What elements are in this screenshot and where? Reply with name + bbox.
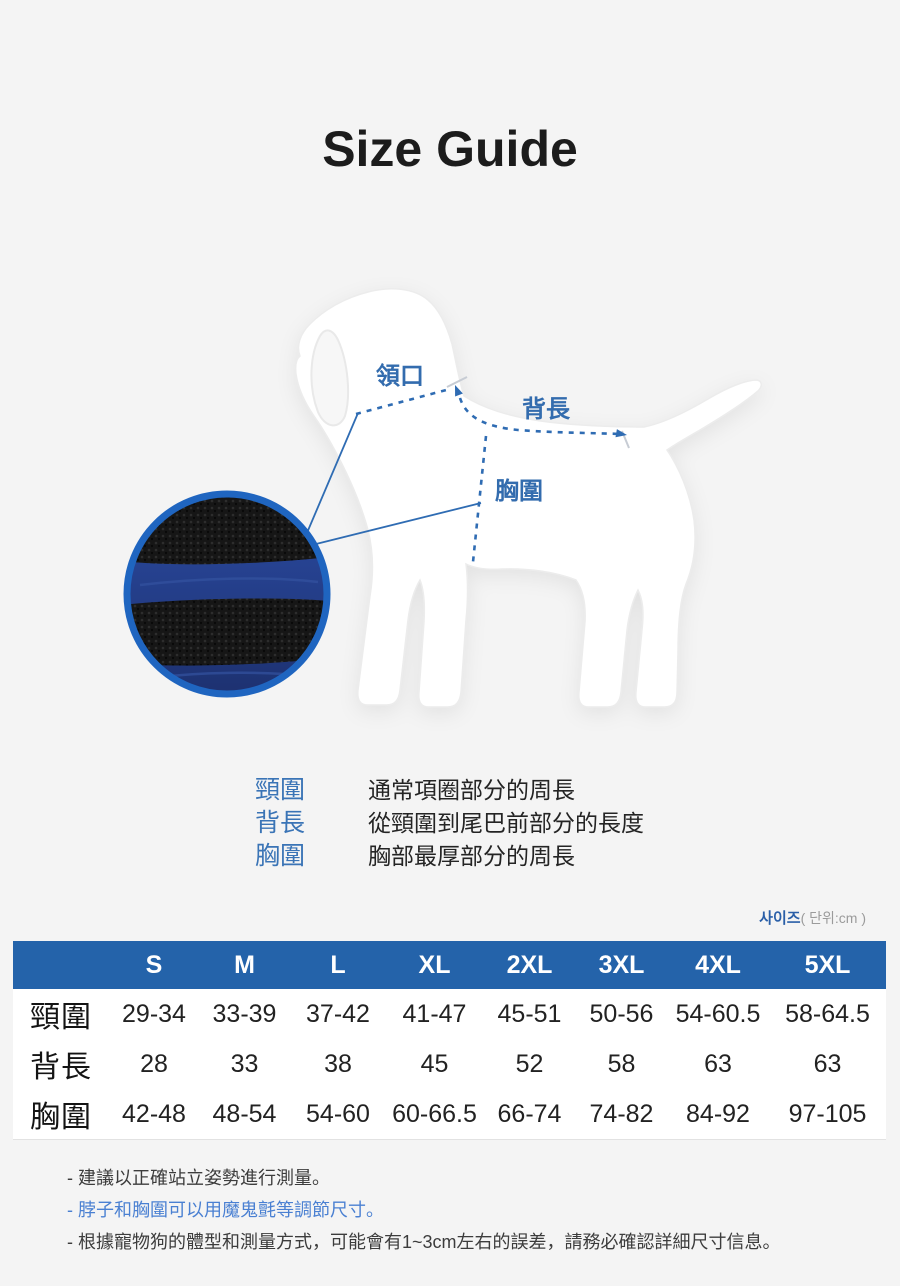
table-cell: 74-82 xyxy=(589,1099,654,1128)
label-chest-girth: 胸圍 xyxy=(495,478,543,505)
table-cell: 48-54 xyxy=(212,1099,277,1128)
definition-row: 胸圍 胸部最厚部分的周長 xyxy=(255,836,644,870)
table-cell: 54-60.5 xyxy=(675,999,761,1028)
size-unit-note: 사이즈( 단위:cm ) xyxy=(759,908,866,929)
table-cell: 50-56 xyxy=(589,999,654,1028)
table-cell: 33-39 xyxy=(212,999,277,1028)
column-header: 3XL xyxy=(598,950,645,979)
table-cell: 60-66.5 xyxy=(392,1099,477,1128)
measurement-definitions: 頸圍 通常項圈部分的周長 背長 從頸圍到尾巴前部分的長度 胸圍 胸部最厚部分的周… xyxy=(255,770,644,870)
definition-row: 背長 從頸圍到尾巴前部分的長度 xyxy=(255,803,644,837)
size-table-header: S M L XL 2XL 3XL 4XL 5XL xyxy=(13,941,886,989)
column-header: L xyxy=(330,950,346,979)
footnote: - 根據寵物狗的體型和測量方式，可能會有1~3cm左右的誤差，請務必確認詳細尺寸… xyxy=(67,1232,781,1252)
size-table: S M L XL 2XL 3XL 4XL 5XL 頸圍 29-34 33-39 … xyxy=(13,941,886,1140)
header-corner-cell xyxy=(13,941,109,989)
velcro-strip-bottom xyxy=(127,598,327,666)
table-row-chest: 胸圍 42-48 48-54 54-60 60-66.5 66-74 74-82… xyxy=(13,1089,886,1139)
table-cell: 41-47 xyxy=(402,999,467,1028)
row-label: 背長 xyxy=(30,1051,92,1084)
definition-term: 背長 xyxy=(255,809,306,837)
column-header: 2XL xyxy=(506,950,553,979)
table-cell: 45 xyxy=(420,1049,449,1078)
column-header: XL xyxy=(418,950,451,979)
measure-tick-start xyxy=(446,376,468,388)
page-title: Size Guide xyxy=(322,121,578,177)
footnotes: - 建議以正確站立姿勢進行測量。 - 脖子和胸圍可以用魔鬼氈等調節尺寸。 - 根… xyxy=(67,1162,781,1258)
table-cell: 58-64.5 xyxy=(785,999,870,1028)
table-cell: 37-42 xyxy=(306,999,370,1028)
arrowhead-left xyxy=(455,385,463,397)
footnote-highlight: - 脖子和胸圍可以用魔鬼氈等調節尺寸。 xyxy=(67,1200,384,1220)
table-cell: 84-92 xyxy=(686,1099,750,1128)
table-cell: 58 xyxy=(607,1049,636,1078)
table-row-back: 背長 28 33 38 45 52 58 63 63 xyxy=(13,1039,886,1089)
definition-desc: 胸部最厚部分的周長 xyxy=(368,843,575,869)
column-header: M xyxy=(234,950,255,979)
measurement-diagram xyxy=(0,240,900,760)
column-header: 5XL xyxy=(804,950,851,979)
dog-silhouette xyxy=(294,287,762,708)
size-label: 사이즈 xyxy=(759,910,801,927)
table-cell: 28 xyxy=(140,1049,168,1078)
dog-ear xyxy=(310,329,350,427)
unit-cm-note: ( 단위:cm ) xyxy=(800,910,866,926)
table-cell: 38 xyxy=(324,1049,352,1078)
label-back-length: 背長 xyxy=(522,396,570,423)
definition-row: 頸圍 通常項圈部分的周長 xyxy=(255,770,644,804)
table-cell: 52 xyxy=(515,1049,544,1078)
definition-term: 胸圍 xyxy=(255,842,306,870)
label-neck-opening: 領口 xyxy=(376,363,424,390)
table-cell: 42-48 xyxy=(122,1099,186,1128)
table-cell: 66-74 xyxy=(497,1099,562,1128)
footnote: - 建議以正確站立姿勢進行測量。 xyxy=(67,1168,330,1188)
table-cell: 33 xyxy=(230,1049,259,1078)
column-header: 4XL xyxy=(695,950,741,979)
callout-line-chest xyxy=(311,502,482,546)
table-cell: 54-60 xyxy=(306,1099,370,1128)
definition-desc: 從頸圍到尾巴前部分的長度 xyxy=(368,810,644,836)
table-cell: 63 xyxy=(813,1049,842,1078)
definition-desc: 通常項圈部分的周長 xyxy=(368,777,575,803)
arrowhead-right xyxy=(615,429,627,438)
table-cell: 63 xyxy=(704,1049,732,1078)
back-length-dashed-arrow xyxy=(458,397,621,436)
dog-diagram-svg xyxy=(123,287,762,708)
table-row-neck: 頸圍 29-34 33-39 37-42 41-47 45-51 50-56 5… xyxy=(13,989,886,1039)
table-cell: 97-105 xyxy=(788,1099,867,1128)
column-header: S xyxy=(145,950,163,979)
magnifier-ring xyxy=(123,490,331,698)
row-label: 胸圍 xyxy=(30,1101,92,1134)
row-label: 頸圍 xyxy=(30,1001,92,1034)
definition-term: 頸圍 xyxy=(255,776,306,804)
neck-opening-dashed-line xyxy=(355,387,451,416)
size-table-body: 頸圍 29-34 33-39 37-42 41-47 45-51 50-56 5… xyxy=(13,989,886,1140)
table-cell: 29-34 xyxy=(122,999,186,1028)
velcro-magnifier xyxy=(123,490,331,698)
table-cell: 45-51 xyxy=(497,999,562,1028)
